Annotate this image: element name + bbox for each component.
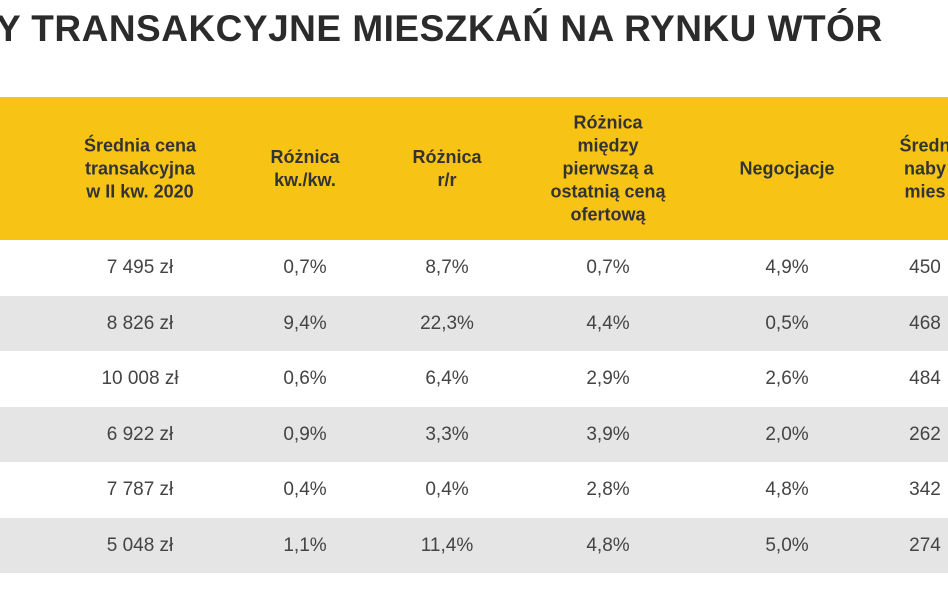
table-row: 5 048 zł 1,1% 11,4% 4,8% 5,0% 274 [0,517,948,573]
table-cell: 0,6% [283,368,327,389]
table-cell: 4,8% [765,479,809,500]
table-row: 7 495 zł 0,7% 8,7% 0,7% 4,9% 450 [0,240,948,295]
table-cell: 7 787 zł [106,479,174,500]
table-cell: 4,8% [586,534,630,556]
table-row: 7 787 zł 0,4% 0,4% 2,8% 4,8% 342 [0,462,948,517]
table-cell: 4,4% [586,312,630,334]
table-cell: 2,0% [765,423,809,445]
table-cell: 6,4% [425,368,469,389]
table-cell: 10 008 zł [101,368,179,389]
table-cell: 262 [909,423,941,445]
header-cell: Różnica r/r [412,146,482,190]
table-cell: 11,4% [420,534,474,556]
table-cell: 0,4% [283,479,327,500]
table-cell: 2,8% [586,479,630,500]
header-cell: Średn naby mies [899,135,948,201]
table-cell: 468 [909,312,941,334]
table-cell: 0,5% [765,312,809,334]
table-cell: 0,7% [586,257,630,278]
table-cell: 450 [909,257,941,278]
table-header: Średnia cena transakcyjna w II kw. 2020 R… [0,97,948,240]
table-cell: 0,7% [283,257,327,278]
table-cell: 484 [909,368,941,389]
table-cell: 3,9% [586,423,630,445]
title: Y TRANSAKCYJNE MIESZKAŃ NA RYNKU WTÓR [0,8,883,49]
table-cell: 9,4% [283,312,327,334]
table-cell: 4,9% [765,257,809,278]
table-row: 8 826 zł 9,4% 22,3% 4,4% 0,5% 468 [0,295,948,351]
table-cell: 2,9% [586,368,630,389]
table-cell: 3,3% [425,423,469,445]
header-cell: Negocjacje [739,158,835,178]
table-cell: 0,4% [425,479,469,500]
table-cell: 2,6% [765,368,809,389]
table-cell: 8 826 zł [106,312,174,334]
table-cell: 6 922 zł [106,423,174,445]
table-row: 6 922 zł 0,9% 3,3% 3,9% 2,0% 262 [0,406,948,462]
table-row: 10 008 zł 0,6% 6,4% 2,9% 2,6% 484 [0,351,948,406]
header-cell: Różnica kw./kw. [270,146,340,190]
table-cell: 8,7% [425,257,469,278]
table-cell: 7 495 zł [106,257,174,278]
header-cell: Średnia cena transakcyjna w II kw. 2020 [83,135,197,201]
table-cell: 342 [909,479,941,500]
table-cell: 1,1% [283,534,327,556]
table-cell: 5,0% [765,534,809,556]
table-cell: 5 048 zł [106,534,174,556]
table-cell: 274 [909,534,941,556]
table-cell: 22,3% [420,312,474,334]
table-cell: 0,9% [283,423,327,445]
header-cell: Różnica między pierwszą a ostatnią ceną … [550,112,666,224]
